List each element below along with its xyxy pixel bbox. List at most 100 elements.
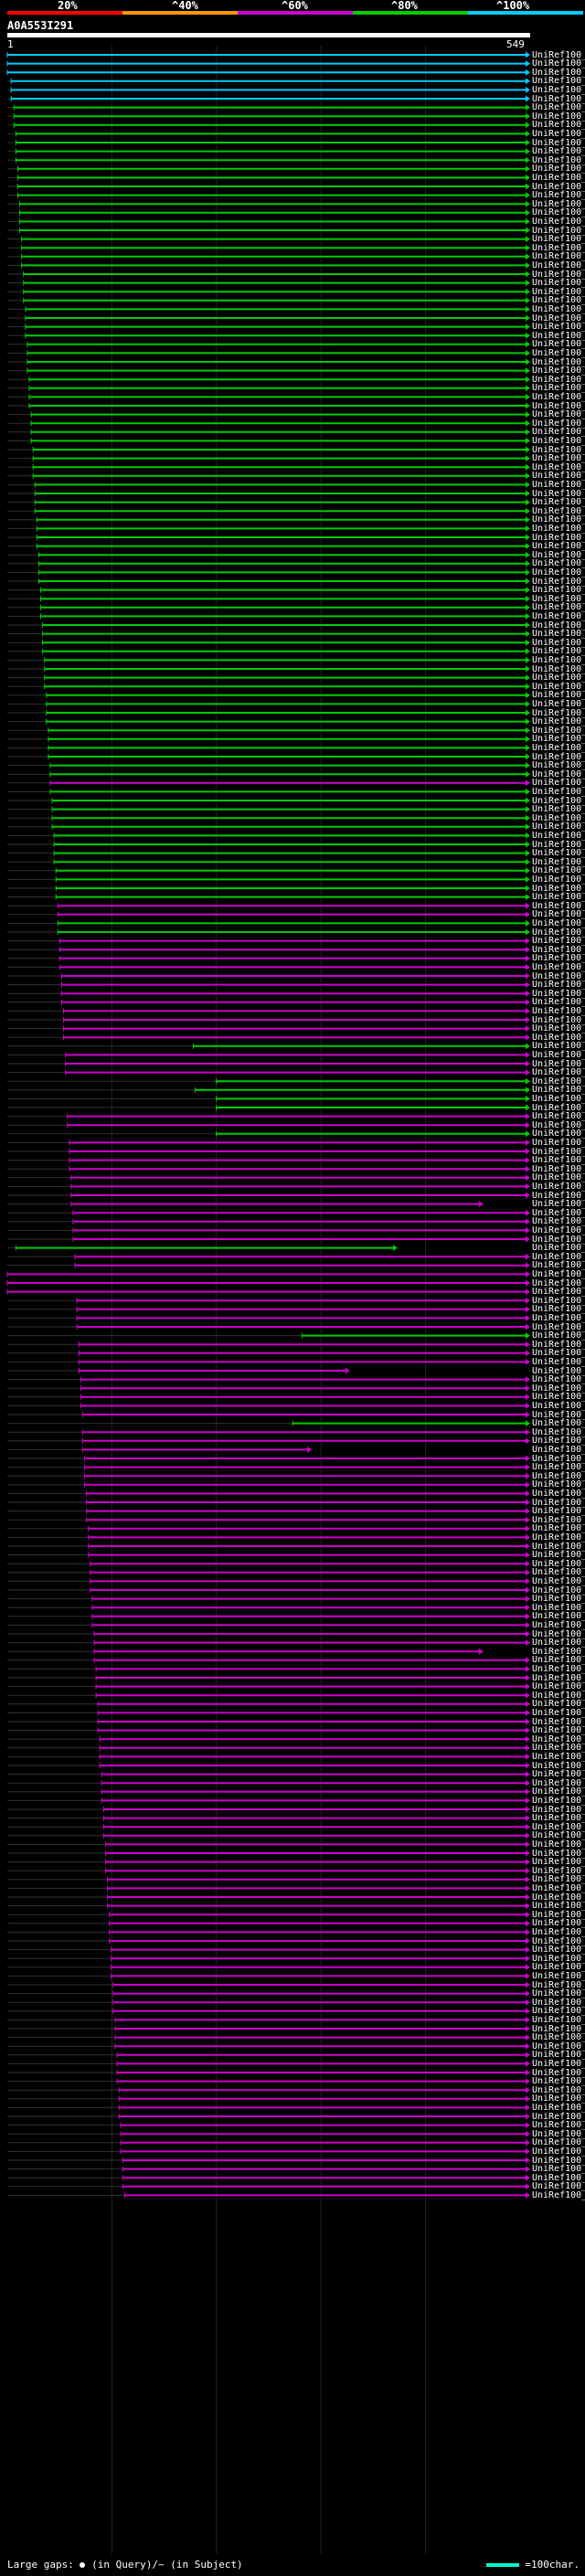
hit-row[interactable] xyxy=(7,1613,530,1620)
hit-row[interactable] xyxy=(7,227,530,234)
hit-row[interactable] xyxy=(7,911,530,918)
hit-row[interactable] xyxy=(7,332,530,339)
hit-label[interactable]: UniRef100_Q6ZBG2 xyxy=(532,1304,585,1315)
hit-label[interactable]: UniRef100_C6TKT7 xyxy=(532,435,585,446)
hit-label[interactable]: UniRef100_UP1000... xyxy=(532,453,585,464)
hit-label[interactable]: UniRef100_A7N058 xyxy=(532,1295,585,1306)
hit-row[interactable] xyxy=(7,174,530,181)
hit-label[interactable]: UniRef100_C7G035 xyxy=(532,2006,585,2017)
hit-row[interactable] xyxy=(7,963,530,970)
hit-row[interactable] xyxy=(7,1771,530,1778)
hit-label[interactable]: UniRef100_Q2A918 xyxy=(532,629,585,640)
hit-label[interactable]: UniRef100_B9I292 xyxy=(532,1672,585,1683)
hit-label[interactable]: UniRef100_B9ZEG3 xyxy=(532,322,585,333)
hit-label[interactable]: UniRef100_A7QAJ9 xyxy=(532,1699,585,1710)
hit-row[interactable] xyxy=(7,806,530,813)
hit-row[interactable] xyxy=(7,709,530,716)
hit-row[interactable] xyxy=(7,1446,312,1453)
hit-row[interactable] xyxy=(7,1332,530,1340)
hit-label[interactable]: UniRef100_B9G9Z5 xyxy=(532,795,585,806)
hit-label[interactable]: UniRef100_Q6ZB64 xyxy=(532,961,585,972)
hit-row[interactable] xyxy=(7,358,530,366)
hit-label[interactable]: UniRef100_B9HG37 xyxy=(532,1426,585,1437)
hit-row[interactable] xyxy=(7,1323,530,1330)
hit-label[interactable]: UniRef100_B5TX04 xyxy=(532,1945,585,1956)
hit-row[interactable] xyxy=(7,455,530,462)
hit-row[interactable] xyxy=(7,551,530,558)
hit-row[interactable] xyxy=(7,1674,530,1681)
hit-label[interactable]: UniRef100_UP1000... xyxy=(532,49,585,60)
hit-row[interactable] xyxy=(7,1428,530,1436)
hit-label[interactable]: UniRef100_B9IIL0 xyxy=(532,1804,585,1815)
hit-label[interactable]: UniRef100_C5YP73 xyxy=(532,769,585,779)
hit-row[interactable] xyxy=(7,1314,530,1321)
hit-label[interactable]: UniRef100_UP1000... xyxy=(532,778,585,789)
hit-row[interactable] xyxy=(7,841,530,848)
hit-row[interactable] xyxy=(7,1165,530,1172)
hit-label[interactable]: UniRef100_A7PWN3 xyxy=(532,1725,585,1736)
hit-label[interactable]: UniRef100_B5B850 xyxy=(532,102,585,113)
hit-row[interactable] xyxy=(6,51,530,58)
hit-label[interactable]: UniRef100_A7N059 xyxy=(532,1146,585,1157)
hit-row[interactable] xyxy=(7,376,530,383)
hit-row[interactable] xyxy=(7,1753,530,1760)
hit-label[interactable]: UniRef100_B9F1Z7 xyxy=(532,1383,585,1394)
hit-row[interactable] xyxy=(7,2130,530,2137)
hit-label[interactable]: UniRef100_Q4W0D2 xyxy=(532,663,585,674)
hit-row[interactable] xyxy=(7,1481,530,1489)
hit-row[interactable] xyxy=(7,437,530,444)
hit-label[interactable]: UniRef100_Q2VZX0 xyxy=(532,216,585,227)
hit-label[interactable]: UniRef100_B9HCX5 xyxy=(532,1751,585,1762)
hit-row[interactable] xyxy=(7,1533,530,1541)
hit-label[interactable]: UniRef100_C5XUP4 xyxy=(532,1488,585,1499)
hit-label[interactable]: UniRef100_B9HHZ8 xyxy=(532,1690,585,1701)
hit-row[interactable] xyxy=(7,1358,530,1365)
hit-row[interactable] xyxy=(7,411,530,419)
hit-row[interactable] xyxy=(7,1087,530,1094)
hit-row[interactable] xyxy=(7,639,530,646)
hit-label[interactable]: UniRef100_A7P3U2 xyxy=(532,839,585,850)
hit-row[interactable] xyxy=(7,1402,530,1409)
hit-label[interactable]: UniRef100_A5BTR8 xyxy=(532,532,585,543)
hit-label[interactable]: UniRef100_B9T5W4 xyxy=(532,1909,585,1920)
hit-row[interactable] xyxy=(7,1884,530,1892)
hit-label[interactable]: UniRef100_A7P052 xyxy=(532,1962,585,1973)
hit-row[interactable] xyxy=(7,446,530,453)
hit-row[interactable] xyxy=(7,1262,530,1269)
hit-row[interactable] xyxy=(7,1350,530,1357)
hit-label[interactable]: UniRef100_A7Q2F6 xyxy=(532,514,585,525)
hit-label[interactable]: UniRef100_C5YCV2 xyxy=(532,1023,585,1034)
hit-row[interactable] xyxy=(7,770,530,778)
hit-label[interactable]: UniRef100_B9HMJ5 xyxy=(532,1550,585,1561)
hit-label[interactable]: UniRef100_B9ESV6 xyxy=(532,812,585,823)
hit-label[interactable]: UniRef100_B9TDY5 xyxy=(532,1865,585,1876)
hit-label[interactable]: UniRef100_Q9LJQ8 xyxy=(532,576,585,587)
hit-row[interactable] xyxy=(7,297,530,304)
hit-row[interactable] xyxy=(7,1472,530,1479)
hit-label[interactable]: UniRef100_Q6PTC5 xyxy=(532,2120,585,2131)
hit-label[interactable]: UniRef100_Q9LTH7 xyxy=(532,207,585,218)
hit-row[interactable] xyxy=(7,1779,530,1786)
hit-label[interactable]: UniRef100_UP1000... xyxy=(532,593,585,604)
hit-label[interactable]: UniRef100_UP1000... xyxy=(532,549,585,560)
hit-label[interactable]: UniRef100_B9G0Q8 xyxy=(532,1330,585,1341)
hit-label[interactable]: UniRef100_Q0JMB0 xyxy=(532,883,585,894)
hit-row[interactable] xyxy=(7,1174,530,1182)
hit-label[interactable]: UniRef100_A7N076 xyxy=(532,251,585,262)
hit-label[interactable]: UniRef100_Q6ZBF4 xyxy=(532,1032,585,1043)
hit-row[interactable] xyxy=(7,1876,530,1883)
hit-row[interactable] xyxy=(7,1069,530,1076)
hit-row[interactable] xyxy=(7,1937,530,1945)
hit-row[interactable] xyxy=(7,1552,530,1559)
hit-label[interactable]: UniRef100_Q94BK9 xyxy=(532,303,585,314)
hit-label[interactable]: UniRef100_Q5UL08 xyxy=(532,1663,585,1674)
hit-row[interactable] xyxy=(7,2069,530,2076)
hit-label[interactable]: UniRef100_B8B4M5 xyxy=(532,1514,585,1525)
hit-label[interactable]: UniRef100_C5Y1Y7 xyxy=(532,2189,585,2200)
hit-label[interactable]: UniRef100_B9GVN1 xyxy=(532,1970,585,1981)
hit-label[interactable]: UniRef100_Q5FUU4 xyxy=(532,2050,585,2061)
hit-label[interactable]: UniRef100_Q9AV61 xyxy=(532,2041,585,2051)
hit-label[interactable]: UniRef100_Q5ZN00 xyxy=(532,2076,585,2087)
hit-row[interactable] xyxy=(7,1499,530,1506)
hit-row[interactable] xyxy=(7,95,530,102)
